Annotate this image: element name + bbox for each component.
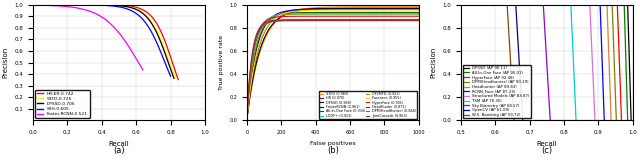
- Title: (b): (b): [327, 146, 339, 155]
- Title: (c): (c): [541, 146, 552, 155]
- Y-axis label: Precision: Precision: [431, 47, 436, 78]
- X-axis label: Recall: Recall: [536, 141, 557, 147]
- X-axis label: False positives: False positives: [310, 141, 356, 146]
- Title: (a): (a): [113, 146, 125, 155]
- Y-axis label: Precision: Precision: [3, 47, 9, 78]
- Legend: HR-ER-0.742, S3FD-0.725, DPSSD-0.706, SSH-0.605, Faster-RCNN-0.521: HR-ER-0.742, S3FD-0.725, DPSSD-0.706, SS…: [35, 90, 90, 118]
- X-axis label: Recall: Recall: [109, 141, 129, 147]
- Legend: DPSSD (AP 96.11), All-In-One Face (AP 95.01), HyperFace (AP 92.46), DPM(Headhunt: DPSSD (AP 96.11), All-In-One Face (AP 95…: [463, 65, 531, 119]
- Y-axis label: True positive rate: True positive rate: [219, 35, 224, 90]
- Legend: S3FD (0.983), HR (0.970), DPSSD (0.969), FasterRCNN (0.961), All-In-One Face (0.: S3FD (0.983), HR (0.970), DPSSD (0.969),…: [319, 91, 417, 119]
